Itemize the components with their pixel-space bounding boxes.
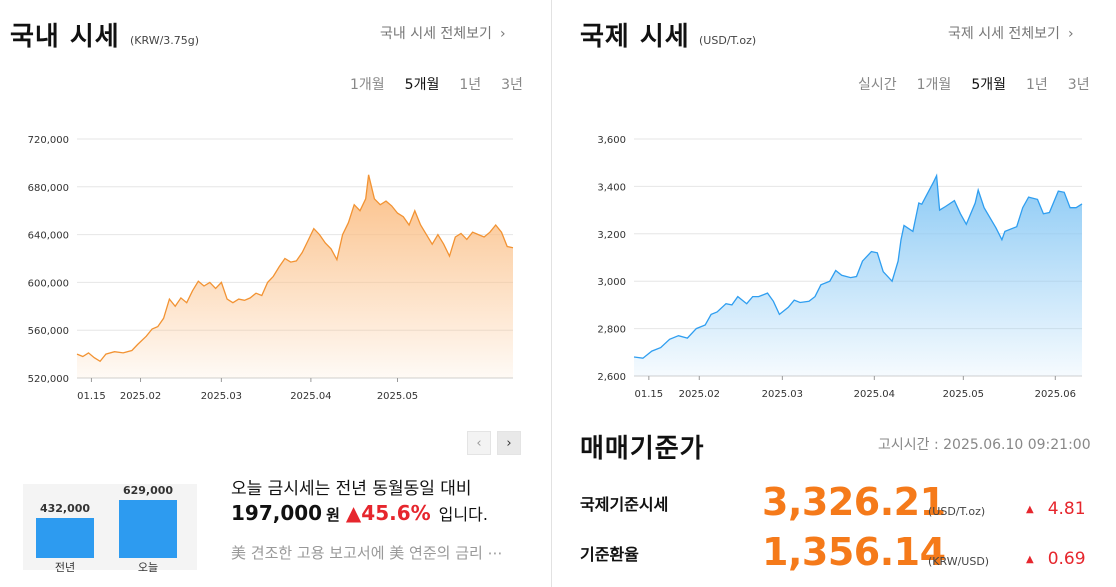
tab-realtime[interactable]: 실시간: [858, 77, 897, 93]
tab-5-months[interactable]: 5개월: [404, 77, 440, 93]
x-tick-label: 2025.02: [679, 389, 720, 400]
exchange-rate-label: 기준환율: [580, 545, 639, 564]
y-tick-label: 520,000: [28, 374, 69, 385]
x-tick-label: 2025.04: [290, 391, 331, 402]
intl-base-price-unit: (USD/T.oz): [928, 505, 986, 518]
chevron-right-icon: ›: [499, 26, 506, 42]
chevron-left-icon[interactable]: ‹: [467, 431, 491, 455]
chevron-right-icon[interactable]: ›: [497, 431, 521, 455]
news-ticker[interactable]: 美 견조한 고용 보고서에 美 연준의 금리 ⋯: [231, 544, 503, 562]
bar-value-label: 432,000: [39, 502, 91, 516]
notice-time: 고시시간 : 2025.06.10 09:21:00: [878, 437, 1091, 453]
domestic-pager: ‹ ›: [467, 431, 521, 455]
international-price-chart: 2,600 2,800 3,000 3,200 3,400 3,600 01.15 2025.…: [597, 135, 1083, 400]
domestic-unit: (KRW/3.75g): [130, 34, 200, 47]
change-percent: ▲45.6%: [345, 501, 431, 525]
x-tick-label: 01.15: [635, 389, 664, 400]
x-tick-label: 2025.03: [762, 389, 803, 400]
intl-base-price-change-value: 4.81: [1047, 499, 1086, 519]
domestic-period-tabs: 1개월 5개월 1년 3년: [350, 74, 523, 94]
domestic-more-link[interactable]: 국내 시세 전체보기 ›: [380, 23, 506, 43]
bar-category-label: 전년: [54, 561, 76, 574]
exchange-rate-change: ▲ 0.69: [1026, 549, 1086, 569]
exchange-rate-change-value: 0.69: [1047, 549, 1086, 569]
triangle-up-icon: ▲: [1026, 504, 1034, 515]
domestic-price-chart: 520,000 560,000 600,000 640,000 680,000 720,0…: [28, 135, 514, 402]
domestic-panel: 국내 시세 (KRW/3.75g) 국내 시세 전체보기 › 1개월 5개월 1년…: [0, 0, 551, 587]
series-line[interactable]: [633, 173, 1083, 359]
bar-category-label: 오늘: [137, 561, 159, 574]
international-more-link-label: 국제 시세 전체보기: [948, 26, 1060, 42]
y-tick-label: 2,800: [597, 325, 626, 336]
x-tick-label: 2025.02: [120, 391, 161, 402]
intl-base-price-label: 국제기준시세: [580, 495, 669, 514]
y-tick-label: 3,000: [597, 277, 626, 288]
tab-1-year[interactable]: 1년: [459, 77, 482, 93]
chevron-right-icon: ›: [1067, 26, 1074, 42]
y-tick-label: 3,200: [597, 230, 626, 241]
y-tick-label: 560,000: [28, 326, 69, 337]
domestic-title: 국내 시세: [10, 22, 120, 52]
tab-1-month[interactable]: 1개월: [350, 77, 385, 93]
x-tick-label: 2025.05: [377, 391, 418, 402]
x-tick-label: 2025.04: [854, 389, 895, 400]
x-tick-label: 2025.06: [1035, 389, 1076, 400]
y-tick-label: 640,000: [28, 231, 69, 242]
summary-change: 197,000 원 ▲45.6% 입니다.: [231, 501, 488, 525]
trade-base-title: 매매기준가: [580, 434, 705, 464]
summary-text: 오늘 금시세는 전년 동월동일 대비: [231, 479, 472, 499]
tab-1-month[interactable]: 1개월: [916, 77, 952, 93]
exchange-rate-unit: (KRW/USD): [928, 555, 990, 568]
panel-divider: [551, 0, 552, 587]
exchange-rate-value: 1,356.14: [762, 530, 946, 574]
x-tick-label: 2025.03: [201, 391, 242, 402]
x-tick-label: 01.15: [77, 391, 106, 402]
tab-3-years[interactable]: 3년: [501, 77, 523, 93]
y-tick-label: 3,400: [597, 182, 626, 193]
change-amount-unit: 원: [326, 506, 340, 524]
y-tick-label: 3,600: [597, 135, 626, 146]
international-more-link[interactable]: 국제 시세 전체보기 ›: [948, 23, 1074, 43]
international-unit: (USD/T.oz): [699, 34, 757, 47]
international-title: 국제 시세: [580, 22, 690, 52]
series-area: [77, 174, 513, 378]
series-area: [634, 175, 1082, 376]
y-tick-label: 2,600: [597, 372, 626, 383]
international-panel: 국제 시세 (USD/T.oz) 국제 시세 전체보기 › 실시간 1개월 5개월…: [552, 0, 1116, 587]
series-line[interactable]: [76, 174, 514, 363]
x-tick-label: 2025.05: [943, 389, 984, 400]
domestic-more-link-label: 국내 시세 전체보기: [380, 26, 492, 42]
year-compare-bar-chart: 432,000 전년 629,000 오늘: [23, 484, 197, 574]
triangle-up-icon: ▲: [1026, 554, 1034, 565]
bar: [119, 500, 177, 558]
bar: [36, 518, 94, 558]
y-tick-label: 600,000: [28, 278, 69, 289]
international-period-tabs: 실시간 1개월 5개월 1년 3년: [858, 74, 1090, 94]
intl-base-price-change: ▲ 4.81: [1026, 499, 1086, 519]
tab-5-months[interactable]: 5개월: [971, 77, 1006, 93]
tab-3-years[interactable]: 3년: [1067, 77, 1090, 93]
y-tick-label: 680,000: [28, 183, 69, 194]
change-amount: 197,000: [231, 501, 323, 525]
intl-base-price-value: 3,326.21: [762, 480, 946, 524]
y-tick-label: 720,000: [28, 135, 69, 146]
summary-tail: 입니다.: [438, 505, 488, 524]
bar-value-label: 629,000: [122, 484, 174, 497]
tab-1-year[interactable]: 1년: [1025, 77, 1048, 93]
